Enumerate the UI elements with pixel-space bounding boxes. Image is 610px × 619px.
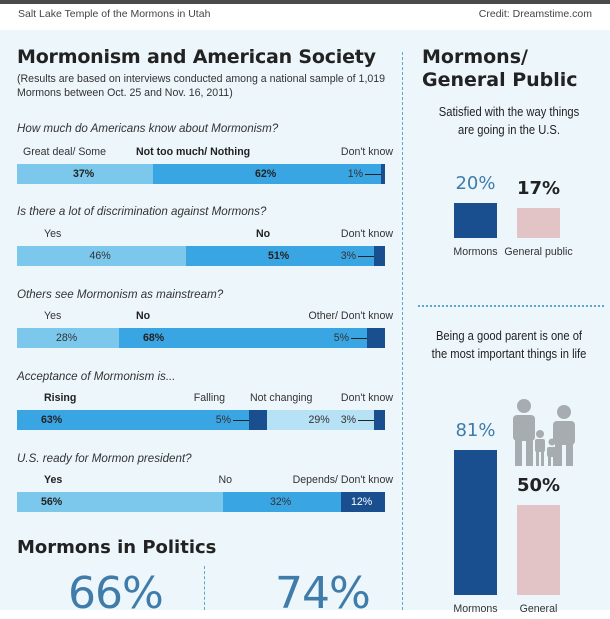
- family-icon: [513, 399, 575, 466]
- infographic-panel: [0, 30, 610, 610]
- survey-note: (Results are based on interviews conduct…: [17, 73, 386, 99]
- side-title: Mormons/ General Public: [422, 46, 578, 92]
- bar-segment: [17, 328, 119, 348]
- leader-line: [358, 256, 374, 257]
- category-label: Not changing: [250, 392, 313, 404]
- side-bar: [454, 450, 497, 595]
- category-label: Don't know: [340, 392, 393, 404]
- category-label: Yes: [44, 474, 63, 486]
- question-1: How much do Americans know about Mormoni…: [17, 122, 279, 135]
- value-label: 63%: [41, 414, 63, 426]
- value-label: 5%: [333, 332, 349, 344]
- category-label: No: [256, 228, 271, 240]
- bar-segment: [119, 328, 367, 348]
- value-label: 46%: [89, 250, 111, 262]
- side-category-label: Mormons: [453, 246, 498, 258]
- value-label: 3%: [340, 250, 356, 262]
- politics-stat-1: 66%: [68, 568, 164, 619]
- category-label: Falling: [193, 392, 225, 404]
- leader-line: [365, 174, 381, 175]
- question-4: Acceptance of Mormonism is...: [17, 370, 176, 383]
- bar-segment: [17, 410, 249, 430]
- question-2: Is there a lot of discrimination against…: [17, 205, 267, 218]
- category-label: No: [218, 474, 232, 486]
- politics-divider: [204, 566, 205, 610]
- side-value-label: 50%: [516, 475, 561, 496]
- value-label: 32%: [270, 496, 292, 508]
- politics-title: Mormons in Politics: [17, 537, 217, 558]
- top-photo-edge: [0, 0, 610, 4]
- value-label: 28%: [56, 332, 78, 344]
- leader-line: [233, 420, 249, 421]
- parent-question: Being a good parent is one of the most i…: [431, 328, 587, 361]
- value-label: 51%: [268, 250, 290, 262]
- category-label: Don't know: [340, 146, 393, 158]
- politics-stat-2: 74%: [275, 568, 371, 619]
- bar-segment: [341, 492, 385, 512]
- category-label: Yes: [44, 310, 62, 322]
- value-label: 12%: [351, 496, 373, 508]
- category-label: Don't know: [340, 228, 393, 240]
- category-label: No: [136, 310, 151, 322]
- side-category-label: Mormons: [453, 603, 498, 615]
- bar-segment: [381, 164, 385, 184]
- side-category-label: General public: [504, 246, 573, 258]
- satisfied-question: Satisfied with the way things are going …: [438, 104, 580, 137]
- leader-line: [351, 338, 367, 339]
- side-title-line2: General Public: [422, 69, 578, 91]
- bar-segment: [186, 246, 374, 266]
- bar-segment: [374, 246, 385, 266]
- bar-segment: [17, 164, 153, 184]
- photo-credit: Credit: Dreamstime.com: [478, 8, 592, 20]
- value-label: 62%: [255, 168, 277, 180]
- category-label: Rising: [44, 392, 77, 404]
- side-bar: [517, 208, 560, 238]
- stacked-bar-3: 28% 68% 5%: [17, 328, 385, 348]
- value-label: 56%: [41, 496, 63, 508]
- side-divider: [418, 305, 604, 307]
- bar-segment: [17, 492, 223, 512]
- value-label: 68%: [143, 332, 165, 344]
- bar-segment: [17, 246, 186, 266]
- bar-segment: [267, 410, 374, 430]
- value-label: 1%: [347, 168, 363, 180]
- category-label: Yes: [44, 228, 62, 240]
- category-label: Not too much/ Nothing: [136, 146, 251, 158]
- side-bar: [517, 505, 560, 595]
- value-label: 3%: [340, 414, 356, 426]
- stacked-bar-5: 56% 32% 12%: [17, 492, 385, 512]
- leader-line: [358, 420, 374, 421]
- stacked-bar-4: 63% 5% 29% 3%: [17, 410, 385, 430]
- value-label: 37%: [73, 168, 95, 180]
- bar-segment: [367, 328, 385, 348]
- category-label: Depends/ Don't know: [292, 474, 393, 486]
- side-value-label: 81%: [455, 420, 496, 441]
- stacked-bar-2: 46% 51% 3%: [17, 246, 385, 266]
- question-5: U.S. ready for Mormon president?: [17, 452, 192, 465]
- value-label: 5%: [215, 414, 231, 426]
- side-value-label: 17%: [516, 178, 561, 199]
- column-divider: [402, 52, 403, 610]
- bar-segment: [374, 410, 385, 430]
- side-bar: [454, 203, 497, 238]
- category-label: Great deal/ Some: [23, 146, 107, 158]
- stacked-bar-1: 37% 62% 1%: [17, 164, 385, 184]
- photo-caption: Salt Lake Temple of the Mormons in Utah: [18, 8, 211, 20]
- side-value-label: 20%: [455, 173, 496, 194]
- side-title-line1: Mormons/: [422, 46, 528, 68]
- value-label: 29%: [308, 414, 330, 426]
- category-label: Other/ Don't know: [308, 310, 393, 322]
- bar-segment: [249, 410, 267, 430]
- bar-segment: [223, 492, 341, 512]
- question-3: Others see Mormonism as mainstream?: [17, 288, 224, 301]
- main-title: Mormonism and American Society: [17, 46, 376, 68]
- bar-segment: [153, 164, 381, 184]
- side-category-label: General: [519, 603, 558, 615]
